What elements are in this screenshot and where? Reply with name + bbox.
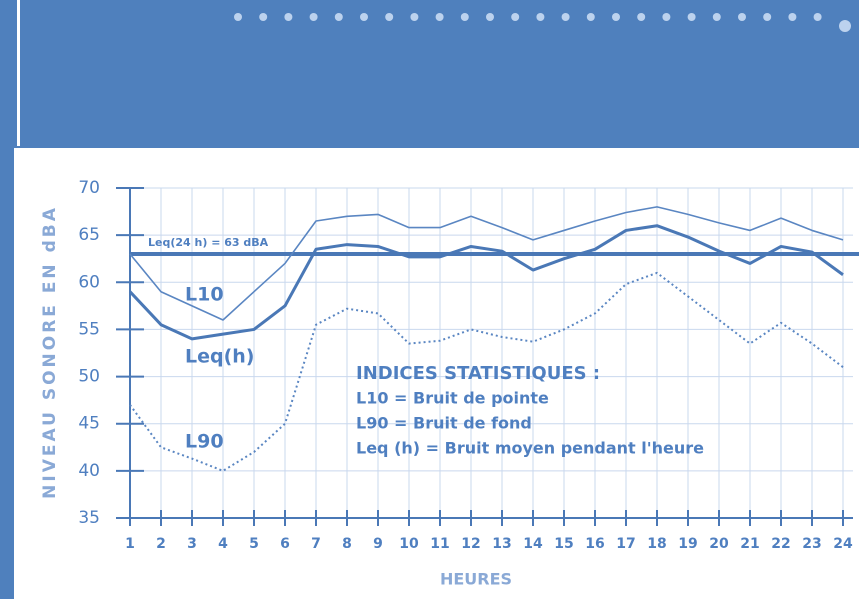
x-tick-label: 8 — [342, 536, 352, 552]
dot — [259, 13, 268, 21]
header-divider — [17, 0, 20, 146]
dot — [687, 13, 696, 21]
dot — [410, 13, 419, 21]
y-tick-label: 65 — [78, 225, 100, 245]
x-tick-label: 23 — [802, 536, 821, 552]
x-axis-label: HEURES — [440, 570, 512, 589]
dot — [637, 13, 646, 21]
dot — [511, 13, 520, 21]
series-label: Leq(h) — [185, 346, 255, 368]
dot — [561, 13, 570, 21]
x-tick-label: 24 — [833, 536, 853, 552]
series-label: L10 — [185, 284, 224, 306]
annotation: INDICES STATISTIQUES : — [356, 363, 600, 384]
series-line — [129, 271, 844, 472]
y-tick-label: 40 — [78, 461, 100, 481]
x-tick-label: 9 — [373, 536, 383, 552]
dot — [813, 13, 822, 21]
x-tick-label: 16 — [585, 536, 604, 552]
dot — [738, 13, 746, 21]
reference-label: Leq(24 h) = 63 dBA — [148, 236, 269, 249]
dot — [788, 13, 797, 21]
x-tick-label: 1 — [125, 536, 135, 552]
annotation: Leq (h) = Bruit moyen pendant l'heure — [356, 439, 704, 458]
annotation: L90 = Bruit de fond — [356, 414, 532, 433]
x-tick-label: 21 — [740, 536, 759, 552]
x-tick-label: 13 — [492, 536, 511, 552]
dot — [284, 13, 293, 21]
dot — [309, 13, 318, 21]
y-tick-label: 60 — [78, 272, 100, 292]
dot — [612, 13, 620, 21]
x-tick-label: 2 — [156, 536, 166, 552]
x-tick-label: 12 — [461, 536, 480, 552]
series-line — [128, 224, 844, 341]
y-tick-label: 55 — [78, 319, 100, 339]
dot — [234, 13, 242, 21]
series-line — [129, 206, 844, 321]
y-tick-label: 45 — [78, 414, 100, 434]
dot — [839, 20, 851, 32]
dot — [586, 13, 595, 21]
x-tick-label: 3 — [187, 536, 197, 552]
x-tick-label: 7 — [311, 536, 321, 552]
x-tick-label: 6 — [280, 536, 290, 552]
dot — [334, 13, 343, 21]
header-band — [0, 0, 859, 148]
x-tick-label: 18 — [647, 536, 666, 552]
dot — [712, 13, 721, 21]
dot — [763, 13, 772, 21]
annotation: L10 = Bruit de pointe — [356, 389, 549, 408]
y-axis-label: NIVEAU SONORE EN dBA — [40, 205, 60, 499]
x-tick-label: 20 — [709, 536, 729, 552]
x-tick-label: 19 — [678, 536, 697, 552]
dot — [460, 13, 469, 21]
dot — [536, 13, 545, 21]
x-tick-label: 22 — [771, 536, 790, 552]
dot — [662, 13, 671, 21]
x-tick-label: 17 — [616, 536, 635, 552]
x-tick-label: 4 — [218, 536, 228, 552]
left-band — [0, 148, 14, 599]
x-tick-label: 14 — [523, 536, 543, 552]
dot — [385, 13, 394, 21]
header-dots — [234, 13, 851, 32]
y-tick-label: 50 — [78, 367, 100, 387]
dot — [486, 13, 494, 21]
series-label: L90 — [185, 431, 224, 453]
y-tick-label: 35 — [78, 508, 100, 528]
y-tick-label: 70 — [78, 178, 100, 198]
dot — [435, 13, 444, 21]
x-tick-label: 5 — [249, 536, 259, 552]
dot — [360, 13, 368, 21]
x-tick-label: 11 — [430, 536, 449, 552]
x-tick-label: 10 — [399, 536, 419, 552]
x-tick-label: 15 — [554, 536, 573, 552]
